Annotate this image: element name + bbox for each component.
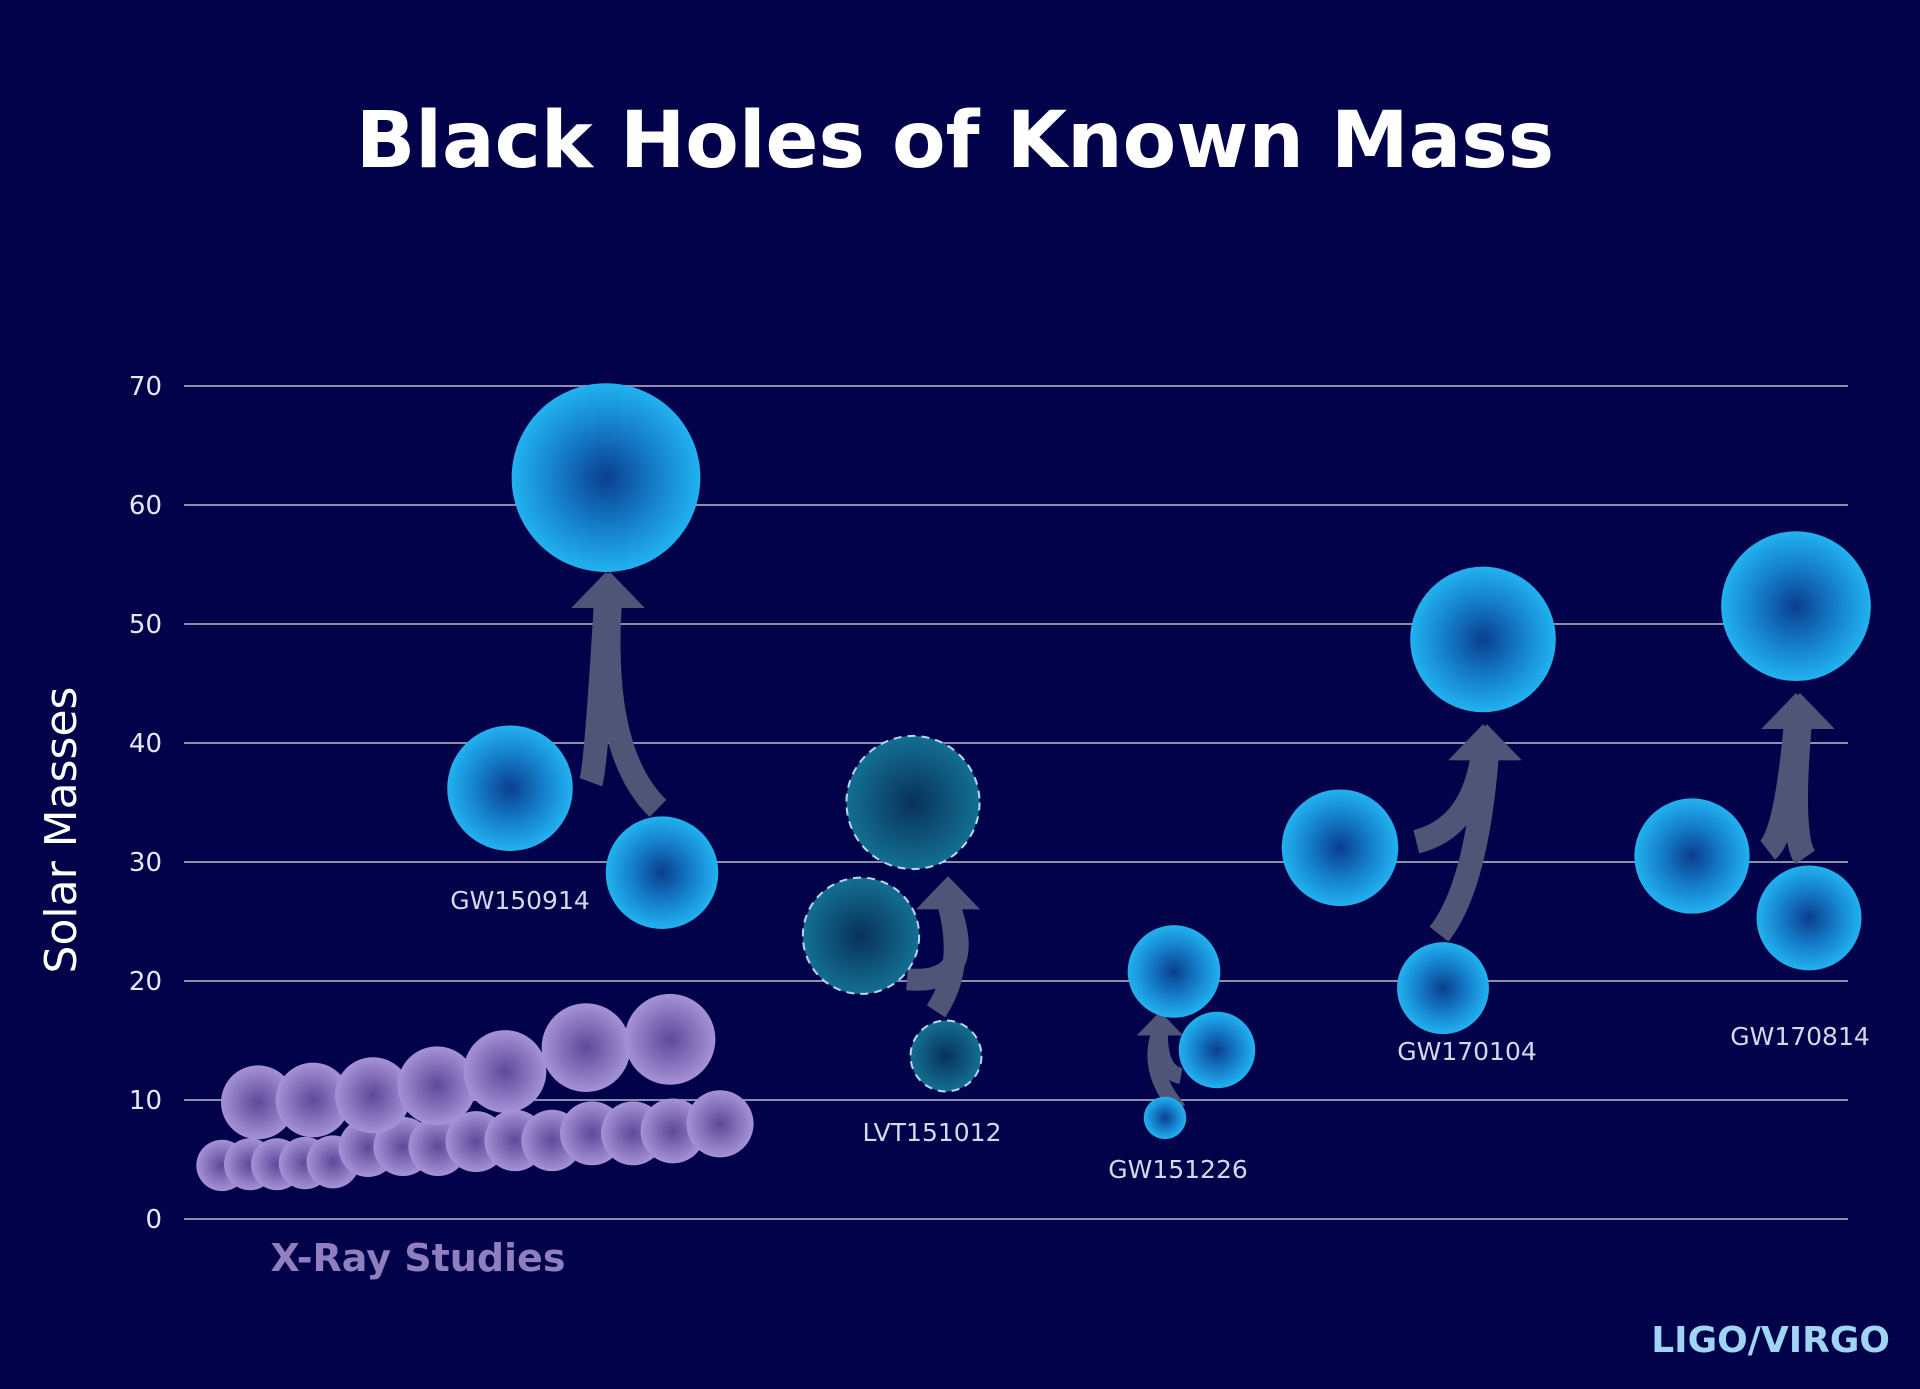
merger-arrow — [575, 571, 667, 818]
y-axis-ticks: 0 10 20 30 40 50 60 70 — [129, 372, 162, 1235]
arrow-head — [1136, 1011, 1184, 1036]
arrow-shaft — [1784, 720, 1816, 865]
y-tick-label: 0 — [145, 1205, 162, 1235]
event-label: GW150914 — [450, 886, 590, 915]
event-gw151226: GW151226 — [1108, 925, 1256, 1184]
merger-events: GW150914 LVT151012 GW151226 GW170104 GW17081… — [447, 383, 1871, 1184]
xray-point — [463, 1030, 547, 1113]
arrow-head — [575, 571, 645, 608]
final-mass-bubble — [511, 383, 701, 572]
primary-mass-bubble — [845, 734, 981, 871]
y-axis-label: Solar Masses — [36, 687, 87, 974]
merger-arrow — [1429, 724, 1522, 942]
secondary-mass-bubble — [909, 1019, 983, 1093]
chart-title: Black Holes of Known Mass — [356, 96, 1554, 186]
primary-mass-bubble — [1634, 798, 1750, 914]
xray-studies-label: X-Ray Studies — [271, 1236, 566, 1280]
y-tick-label: 50 — [129, 610, 162, 640]
final-mass-bubble — [1410, 566, 1556, 713]
event-gw150914: GW150914 — [447, 383, 719, 929]
xray-point — [397, 1046, 477, 1126]
event-gw170814: GW170814 — [1634, 531, 1871, 1051]
merger-arrows — [571, 571, 1835, 1115]
secondary-mass-bubble — [1143, 1096, 1187, 1140]
arrow-head — [916, 876, 980, 910]
xray-point — [275, 1062, 351, 1138]
arrow-shaft — [596, 599, 667, 818]
xray-point — [624, 993, 716, 1085]
merger-arrow — [916, 876, 980, 1018]
event-label: GW170104 — [1397, 1037, 1537, 1066]
event-label: LVT151012 — [863, 1118, 1002, 1147]
arrow-shaft — [1151, 1030, 1184, 1084]
xray-point — [541, 1003, 631, 1093]
primary-mass-bubble — [1178, 1011, 1256, 1089]
secondary-mass-bubble — [1756, 865, 1862, 971]
y-tick-label: 70 — [129, 372, 162, 402]
xray-point — [334, 1057, 412, 1134]
y-tick-label: 20 — [129, 967, 162, 997]
event-label: GW170814 — [1730, 1022, 1870, 1051]
event-lvt151012: LVT151012 — [801, 734, 1002, 1147]
final-mass-bubble — [1127, 925, 1221, 1018]
secondary-mass-bubble — [605, 816, 719, 929]
merger-arrow — [1765, 693, 1835, 865]
event-label: GW151226 — [1108, 1155, 1248, 1184]
y-tick-label: 10 — [129, 1086, 162, 1116]
y-tick-label: 30 — [129, 848, 162, 878]
arrow-shaft — [926, 899, 966, 1018]
y-tick-label: 40 — [129, 729, 162, 759]
xray-point — [686, 1090, 754, 1158]
merger-arrow — [1136, 1011, 1184, 1084]
xray-point — [221, 1065, 295, 1140]
primary-mass-bubble — [447, 725, 573, 851]
event-gw170104: GW170104 — [1281, 566, 1556, 1066]
arrow-shaft — [1429, 752, 1499, 942]
arrow-head — [1765, 693, 1835, 730]
y-tick-label: 60 — [129, 491, 162, 521]
xray-studies-points — [196, 993, 754, 1192]
final-mass-bubble — [1721, 531, 1871, 682]
arrow-head — [1452, 724, 1522, 761]
credit-label: LIGO/VIRGO — [1651, 1320, 1890, 1361]
secondary-mass-bubble — [1397, 942, 1489, 1035]
final-mass-bubble — [801, 876, 921, 995]
primary-mass-bubble — [1281, 789, 1399, 907]
